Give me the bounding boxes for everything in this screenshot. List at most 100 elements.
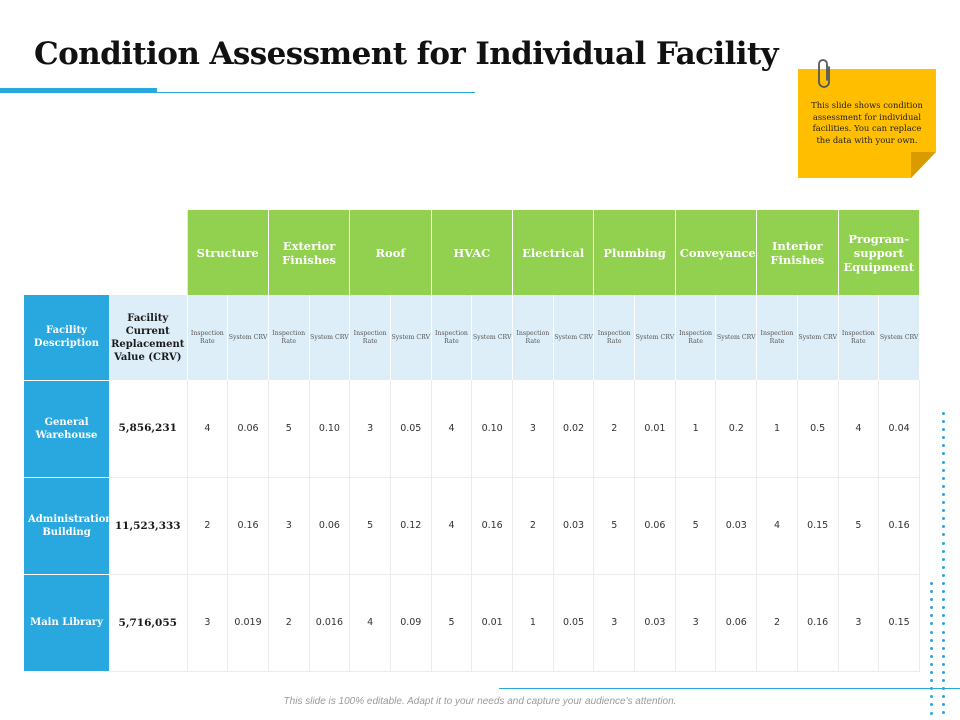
inspection-rate-cell: 4 — [349, 574, 391, 673]
system-crv-header: System CRV — [390, 295, 432, 381]
inspection-rate-cell: 2 — [512, 477, 554, 575]
decorative-dot — [930, 687, 933, 691]
system-crv-cell: 0.01 — [471, 574, 513, 673]
decorative-dots-left — [930, 582, 934, 720]
decorative-dot — [930, 679, 933, 683]
inspection-rate-header: Inspection Rate — [512, 295, 554, 381]
system-crv-cell: 0.16 — [878, 477, 920, 575]
decorative-dot — [930, 695, 933, 699]
category-header: Plumbing — [593, 210, 676, 296]
sticky-note-text: This slide shows condition assessment fo… — [811, 100, 923, 145]
condition-table: Structure Exterior Finishes Roof HVAC Electr… — [24, 210, 920, 673]
decorative-dot — [942, 662, 945, 666]
decorative-dot — [942, 444, 945, 448]
decorative-dot — [930, 638, 933, 642]
decorative-dot — [942, 468, 945, 472]
decorative-dot — [930, 622, 933, 626]
facility-crv-value: 5,856,231 — [109, 380, 188, 478]
table-corner — [24, 210, 188, 296]
decorative-dot — [930, 703, 933, 707]
decorative-dot — [942, 428, 945, 432]
footer-divider — [499, 688, 960, 689]
inspection-rate-cell: 2 — [593, 380, 636, 478]
decorative-dot — [930, 711, 933, 715]
decorative-dot — [942, 501, 945, 505]
facility-name: Main Library — [24, 574, 109, 673]
system-crv-cell: 0.09 — [390, 574, 432, 673]
system-crv-cell: 0.02 — [553, 380, 595, 478]
decorative-dot — [930, 582, 933, 585]
inspection-rate-cell: 5 — [593, 477, 636, 575]
category-header: Interior Finishes — [756, 210, 839, 296]
decorative-dot — [942, 412, 945, 415]
facility-crv-value: 5,716,055 — [109, 574, 188, 673]
inspection-rate-cell: 4 — [187, 380, 229, 478]
category-header: Roof — [349, 210, 432, 296]
system-crv-cell: 0.2 — [715, 380, 758, 478]
inspection-rate-header: Inspection Rate — [349, 295, 391, 381]
decorative-dot — [942, 541, 945, 545]
inspection-rate-header: Inspection Rate — [593, 295, 636, 381]
inspection-rate-cell: 3 — [593, 574, 636, 673]
inspection-rate-cell: 5 — [268, 380, 310, 478]
category-header-row: Structure Exterior Finishes Roof HVAC Electr… — [24, 210, 920, 296]
system-crv-cell: 0.016 — [309, 574, 351, 673]
decorative-dot — [942, 679, 945, 683]
decorative-dot — [942, 654, 945, 658]
system-crv-cell: 0.03 — [715, 477, 758, 575]
system-crv-cell: 0.05 — [553, 574, 595, 673]
system-crv-header: System CRV — [471, 295, 513, 381]
system-crv-cell: 0.06 — [309, 477, 351, 575]
category-header: Exterior Finishes — [267, 210, 351, 296]
decorative-dot — [942, 460, 945, 464]
category-header: Program-support Equipment — [837, 210, 920, 296]
decorative-dot — [942, 476, 945, 480]
system-crv-cell: 0.16 — [797, 574, 839, 673]
decorative-dot — [942, 517, 945, 521]
decorative-dot — [942, 533, 945, 537]
inspection-rate-header: Inspection Rate — [431, 295, 473, 381]
category-header: Electrical — [511, 210, 595, 296]
system-crv-header: System CRV — [227, 295, 269, 381]
system-crv-header: System CRV — [553, 295, 595, 381]
facility-description-header: Facility Description — [24, 295, 109, 381]
system-crv-header: System CRV — [797, 295, 839, 381]
inspection-rate-cell: 5 — [349, 477, 391, 575]
title-underline-accent — [0, 88, 157, 93]
decorative-dot — [942, 509, 945, 513]
inspection-rate-cell: 3 — [268, 477, 310, 575]
table-row: General Warehouse 5,856,231 4 0.06 5 0.10 3 0.0… — [24, 380, 920, 478]
system-crv-cell: 0.03 — [553, 477, 595, 575]
decorative-dot — [930, 662, 933, 666]
decorative-dot — [942, 703, 945, 707]
system-crv-cell: 0.15 — [797, 477, 839, 575]
system-crv-cell: 0.05 — [390, 380, 432, 478]
facility-name: Administration Building — [24, 477, 113, 575]
inspection-rate-cell: 2 — [756, 574, 798, 673]
system-crv-cell: 0.01 — [634, 380, 676, 478]
decorative-dot — [942, 614, 945, 618]
paperclip-icon — [818, 59, 830, 88]
inspection-rate-cell: 3 — [512, 380, 554, 478]
inspection-rate-cell: 5 — [675, 477, 717, 575]
decorative-dot — [942, 687, 945, 691]
inspection-rate-cell: 1 — [675, 380, 717, 478]
table-row: Main Library 5,716,055 3 0.019 2 0.016 4 0.09 5 0… — [24, 574, 920, 673]
decorative-dots-right — [942, 412, 946, 720]
decorative-dot — [942, 565, 945, 569]
slide-title: Condition Assessment for Individual Faci… — [34, 36, 779, 72]
decorative-dot — [930, 630, 933, 634]
decorative-dot — [942, 630, 945, 634]
system-crv-cell: 0.06 — [715, 574, 758, 673]
inspection-rate-cell: 4 — [431, 380, 473, 478]
inspection-rate-cell: 4 — [431, 477, 473, 575]
inspection-rate-cell: 1 — [756, 380, 798, 478]
inspection-rate-cell: 3 — [675, 574, 717, 673]
decorative-dot — [942, 590, 945, 594]
decorative-dot — [942, 525, 945, 529]
decorative-dot — [942, 646, 945, 650]
decorative-dot — [930, 671, 933, 675]
footer-note: This slide is 100% editable. Adapt it to… — [283, 696, 677, 707]
category-header: Structure — [186, 210, 269, 296]
decorative-dot — [942, 695, 945, 699]
